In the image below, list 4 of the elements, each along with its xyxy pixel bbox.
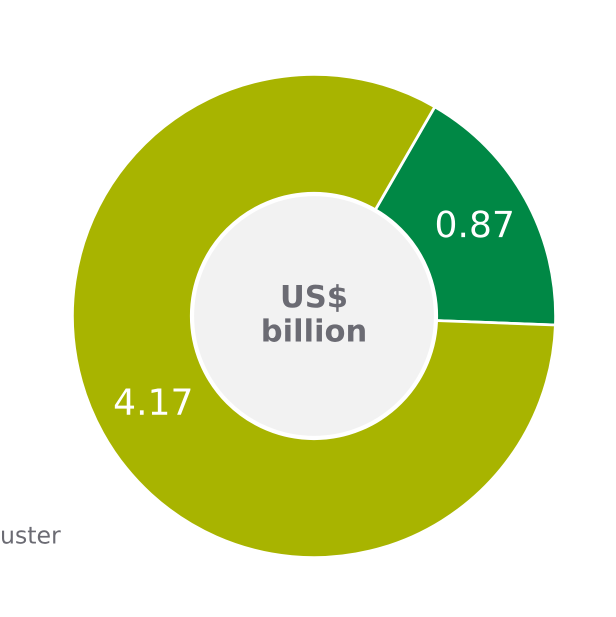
text: US$ billion [263,284,365,342]
text: uster [2,526,61,544]
data-label: 4.17 [114,388,190,415]
data-label: 0.87 [436,210,512,238]
